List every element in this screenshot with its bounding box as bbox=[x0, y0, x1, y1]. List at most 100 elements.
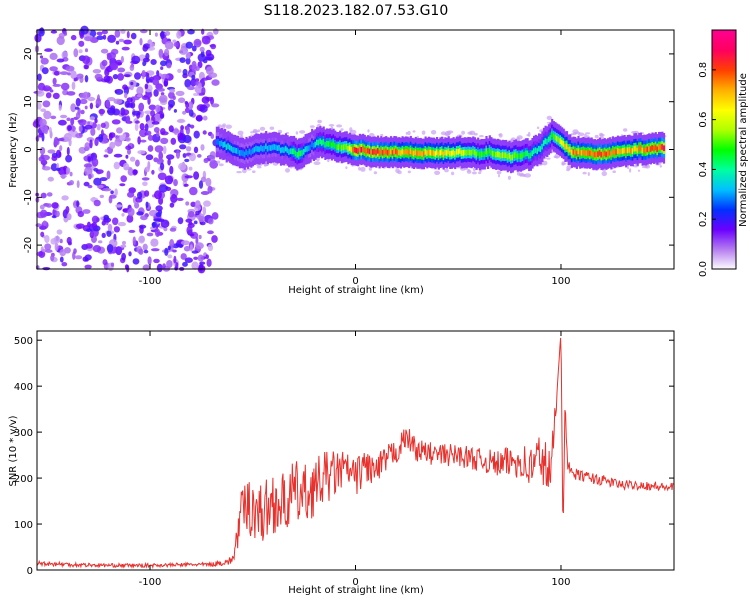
colorbar-cell bbox=[712, 112, 736, 114]
ridge-cell bbox=[414, 149, 417, 155]
noise-blob bbox=[147, 256, 152, 265]
noise-blob bbox=[69, 171, 73, 177]
noise-blob bbox=[94, 137, 99, 147]
colorbar-cell bbox=[712, 138, 736, 140]
noise-blob bbox=[191, 250, 199, 254]
colorbar-cell bbox=[712, 55, 736, 57]
noise-blob bbox=[122, 208, 128, 212]
colorbar-cell bbox=[712, 203, 736, 205]
noise-blob bbox=[188, 109, 194, 117]
ridge-cell bbox=[301, 150, 304, 156]
colorbar-cell bbox=[712, 74, 736, 76]
noise-blob bbox=[106, 52, 112, 57]
ridge-cell bbox=[656, 146, 659, 153]
noise-blob bbox=[136, 211, 144, 216]
noise-blob bbox=[210, 43, 217, 50]
colorbar-cell bbox=[712, 60, 736, 62]
noise-blob bbox=[189, 244, 193, 252]
ridge-cell bbox=[355, 147, 358, 154]
colorbar-cell bbox=[712, 261, 736, 263]
noise-blob bbox=[142, 57, 150, 63]
colorbar-cell bbox=[712, 97, 736, 99]
noise-blob bbox=[101, 29, 108, 35]
noise-blob bbox=[36, 102, 42, 110]
noise-blob bbox=[198, 180, 204, 189]
colorbar-cell bbox=[712, 57, 736, 59]
colorbar-cell bbox=[712, 175, 736, 177]
noise-blob bbox=[191, 74, 196, 80]
noise-blob bbox=[85, 243, 93, 249]
ridge-cell bbox=[276, 145, 279, 151]
ridge-cell bbox=[350, 146, 353, 153]
ridge-cell bbox=[365, 148, 368, 155]
ridge-cell bbox=[602, 151, 605, 158]
ridge-cell bbox=[321, 140, 324, 146]
noise-blob bbox=[110, 190, 114, 194]
noise-blob bbox=[151, 121, 160, 125]
noise-blob bbox=[110, 62, 119, 71]
noise-blob bbox=[41, 125, 48, 134]
colorbar-cell bbox=[712, 129, 736, 131]
colorbar-cell bbox=[712, 98, 736, 100]
noise-blob bbox=[175, 90, 185, 97]
halo-blob bbox=[479, 135, 484, 138]
noise-blob bbox=[198, 82, 202, 89]
noise-blob bbox=[136, 94, 143, 98]
ridge-cell bbox=[436, 149, 439, 156]
noise-blob bbox=[73, 248, 77, 255]
ridge-cell bbox=[235, 148, 238, 154]
noise-blob bbox=[77, 211, 85, 218]
colorbar-cell bbox=[712, 157, 736, 159]
ridge-cell bbox=[487, 150, 490, 157]
noise-blob bbox=[139, 38, 143, 46]
noise-blob bbox=[93, 168, 99, 172]
colorbar-cell bbox=[712, 184, 736, 186]
noise-blob bbox=[207, 230, 214, 235]
ridge-cell bbox=[357, 148, 360, 154]
noise-blob bbox=[113, 161, 121, 170]
ridge-cell bbox=[258, 146, 261, 153]
colorbar-cell bbox=[712, 213, 736, 215]
noise-blob bbox=[160, 73, 170, 80]
noise-blob bbox=[75, 133, 83, 139]
ridge-cell bbox=[648, 145, 651, 152]
noise-blob bbox=[193, 130, 200, 139]
colorbar-cell bbox=[712, 31, 736, 33]
ridge-cell bbox=[450, 150, 453, 157]
colorbar-cell bbox=[712, 248, 736, 250]
colorbar-cell bbox=[712, 67, 736, 69]
ridge-cell bbox=[470, 150, 473, 156]
colorbar-cell bbox=[712, 153, 736, 155]
ridge-cell bbox=[251, 148, 255, 154]
noise-blob bbox=[66, 146, 70, 156]
y-tick-label: 200 bbox=[14, 474, 33, 485]
colorbar-cell bbox=[712, 243, 736, 245]
colorbar-cell bbox=[712, 219, 736, 221]
colorbar-cell bbox=[712, 260, 736, 262]
noise-blob bbox=[141, 177, 150, 181]
noise-blob bbox=[52, 77, 57, 85]
ridge-cell bbox=[293, 148, 296, 155]
noise-blob bbox=[166, 260, 173, 268]
ridge-cell bbox=[401, 148, 404, 155]
ridge-cell bbox=[421, 151, 424, 157]
colorbar-cell bbox=[712, 208, 736, 210]
ridge-cell bbox=[643, 147, 646, 153]
noise-blob bbox=[88, 174, 92, 180]
noise-blob bbox=[186, 226, 193, 235]
noise-blob bbox=[102, 34, 107, 40]
noise-blob bbox=[102, 134, 108, 140]
noise-blob bbox=[120, 244, 127, 248]
ridge-cell bbox=[480, 151, 483, 157]
ridge-cell bbox=[467, 149, 470, 155]
ridge-cell bbox=[335, 144, 338, 151]
ridge-cell bbox=[649, 146, 652, 152]
colorbar-cell bbox=[712, 41, 736, 43]
ridge-cell bbox=[319, 138, 322, 145]
noise-blob bbox=[167, 254, 173, 259]
colorbar-cell bbox=[712, 33, 736, 35]
halo-blob bbox=[269, 126, 275, 130]
noise-blob bbox=[46, 203, 52, 208]
noise-blob bbox=[98, 108, 106, 115]
noise-blob bbox=[152, 75, 162, 81]
